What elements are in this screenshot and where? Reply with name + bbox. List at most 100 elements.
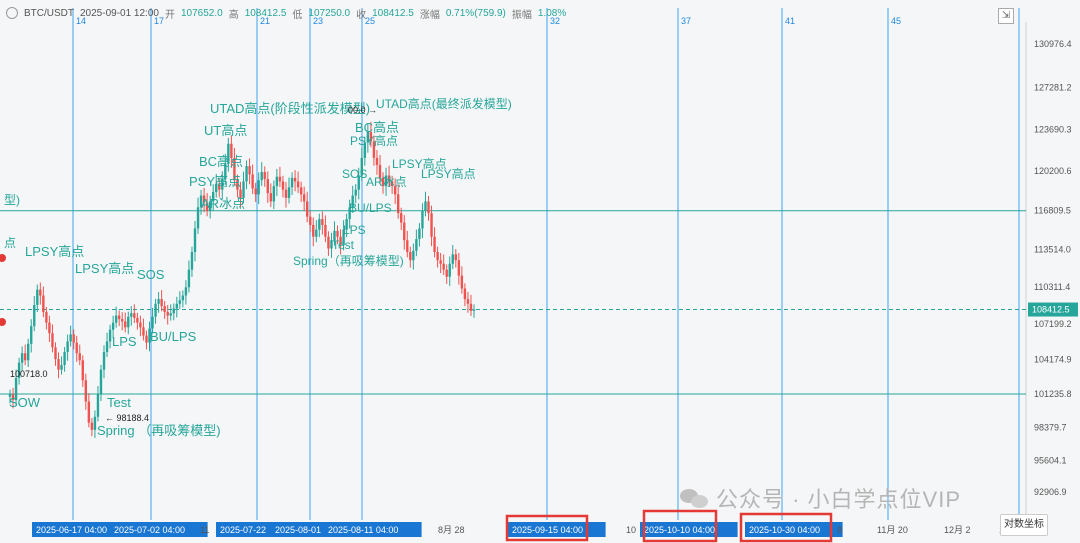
candle-body — [139, 322, 142, 328]
candle-body — [63, 352, 66, 365]
top-cycle-label: 23 — [313, 16, 323, 26]
candle-body — [224, 163, 227, 180]
candle-body — [108, 329, 112, 342]
candle-body — [245, 166, 248, 182]
date-tag-label: 2025-07-02 04:00 — [114, 525, 185, 535]
date-tag-bg — [110, 522, 208, 537]
top-cycle-label: 41 — [785, 16, 795, 26]
candle-body — [8, 394, 12, 397]
candle-body — [448, 263, 451, 277]
candle-body — [260, 171, 263, 181]
wyckoff-annotation: 型) — [4, 193, 20, 207]
candle-body — [66, 341, 69, 353]
watermark-text: 公众号 · 小白学点位VIP — [716, 487, 962, 512]
candle-body — [196, 207, 200, 229]
open-label: 开 — [164, 9, 175, 21]
candle-body — [463, 288, 467, 300]
candle-body — [363, 142, 367, 158]
candle-body — [469, 303, 473, 311]
candle-body — [26, 343, 30, 361]
candle-body — [163, 306, 166, 313]
wyckoff-annotation: LPSY高点 — [421, 166, 476, 181]
price-tick-label: 120200.6 — [1034, 166, 1072, 176]
wyckoff-annotation: Spring（再吸筹模型) — [293, 254, 404, 268]
candle-body — [384, 175, 388, 187]
datetime: 2025-09-01 12:00 — [80, 7, 159, 19]
candle-body — [69, 334, 72, 342]
candle-body — [81, 360, 84, 381]
top-cycle-label: 25 — [365, 16, 375, 26]
price-tick-label: 101235.8 — [1034, 389, 1072, 399]
candle-body — [418, 228, 421, 240]
high-label: 高 — [228, 9, 239, 21]
wyckoff-annotation: AR冰点 — [201, 196, 245, 211]
candle-body — [351, 195, 354, 208]
candle-body — [211, 192, 215, 202]
candle-body — [299, 187, 303, 195]
candle-body — [445, 269, 448, 277]
price-tick-label: 104174.9 — [1034, 354, 1072, 364]
date-tag-bg — [32, 522, 130, 537]
wyckoff-annotation: UTAD高点(阶段性派发模型) — [210, 101, 370, 116]
candle-body — [321, 219, 324, 225]
candle-body — [348, 207, 351, 220]
low-label: 低 — [292, 9, 303, 21]
candle-body — [114, 315, 118, 323]
candle-body — [227, 143, 230, 164]
candle-body — [466, 299, 470, 304]
candle-body — [136, 317, 139, 323]
date-tag-bg — [324, 522, 422, 537]
candle-body — [14, 377, 18, 401]
candle-body — [93, 416, 97, 430]
candle-body — [193, 228, 197, 253]
highlight-box — [505, 514, 589, 542]
wyckoff-annotation: BU/LPS — [150, 329, 197, 344]
candle-body — [127, 316, 130, 328]
candle-body — [457, 260, 461, 276]
wyckoff-annotation: LPS — [112, 334, 137, 349]
date-tag-bg — [745, 522, 843, 537]
top-cycle-label: 21 — [260, 16, 270, 26]
candle-body — [111, 322, 115, 330]
expand-icon[interactable]: ⇲ — [998, 8, 1014, 24]
log-scale-button[interactable]: 对数坐标 — [1000, 514, 1048, 536]
highlight-box — [642, 509, 718, 543]
date-tag-label: 2025-09-15 04:00 — [512, 525, 583, 535]
candle-body — [330, 240, 333, 249]
candle-body — [266, 179, 269, 194]
price-tick-label: 130976.4 — [1034, 39, 1072, 49]
candle-body — [181, 295, 185, 301]
close-value: 108412.5 — [372, 7, 414, 19]
chart-header: BTC/USDT 2025-09-01 12:00 开 107652.0 高 108… — [0, 4, 566, 22]
date-tag-label: 2025-06-17 04:00 — [36, 525, 107, 535]
current-price-tag — [1028, 302, 1078, 317]
candle-body — [396, 194, 400, 214]
candle-body — [102, 352, 106, 370]
candle-body — [366, 131, 370, 143]
alert-marker — [0, 254, 6, 262]
price-axis-panel — [1026, 0, 1080, 543]
candle-body — [433, 236, 436, 253]
candle-body — [345, 219, 348, 230]
symbol: BTC/USDT — [24, 7, 74, 19]
candle-body — [400, 213, 403, 223]
candle-body — [202, 195, 206, 203]
candle-body — [105, 341, 109, 353]
candle-body — [403, 222, 406, 241]
settings-icon[interactable] — [6, 7, 18, 19]
candle-body — [218, 183, 221, 190]
candle-body — [251, 174, 254, 189]
candle-body — [281, 181, 285, 190]
candle-body — [302, 194, 306, 202]
candle-body — [354, 189, 357, 196]
candle-body — [36, 289, 39, 305]
wyckoff-annotation: SOS — [137, 267, 165, 282]
wyckoff-annotation: SOS — [342, 167, 367, 181]
date-axis-label: 8 — [837, 525, 842, 535]
candle-body — [157, 299, 160, 304]
top-cycle-label: 37 — [681, 16, 691, 26]
candle-body — [84, 380, 88, 402]
candle-body — [369, 131, 373, 142]
candle-body — [17, 362, 21, 378]
